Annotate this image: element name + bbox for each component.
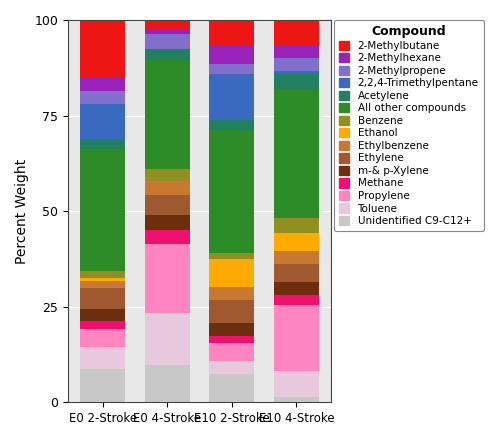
Bar: [274, 89, 319, 217]
Bar: [209, 287, 254, 300]
Bar: [80, 149, 126, 271]
Bar: [80, 347, 126, 369]
Bar: [209, 20, 254, 46]
Bar: [144, 230, 190, 244]
Bar: [144, 195, 190, 216]
Bar: [274, 371, 319, 397]
Bar: [144, 34, 190, 49]
Bar: [209, 374, 254, 402]
Bar: [274, 74, 319, 89]
Bar: [274, 294, 319, 305]
Bar: [274, 282, 319, 294]
Bar: [144, 216, 190, 230]
Bar: [209, 323, 254, 336]
Bar: [80, 278, 126, 281]
Bar: [209, 253, 254, 259]
Bar: [274, 397, 319, 402]
Bar: [144, 20, 190, 29]
Bar: [209, 343, 254, 361]
Bar: [144, 49, 190, 60]
Bar: [274, 71, 319, 74]
Bar: [80, 103, 126, 139]
Bar: [144, 181, 190, 195]
Bar: [144, 29, 190, 34]
Y-axis label: Percent Weight: Percent Weight: [15, 158, 29, 264]
Bar: [209, 120, 254, 130]
Bar: [209, 336, 254, 343]
Bar: [209, 361, 254, 374]
Bar: [209, 46, 254, 64]
Bar: [144, 60, 190, 169]
Bar: [80, 321, 126, 329]
Bar: [209, 130, 254, 253]
Bar: [80, 281, 126, 288]
Bar: [80, 271, 126, 278]
Bar: [209, 259, 254, 287]
Bar: [80, 78, 126, 91]
Bar: [80, 288, 126, 308]
Bar: [80, 139, 126, 149]
Bar: [274, 46, 319, 59]
Bar: [274, 251, 319, 264]
Bar: [144, 313, 190, 365]
Bar: [274, 217, 319, 233]
Bar: [274, 264, 319, 282]
Bar: [144, 244, 190, 313]
Bar: [274, 305, 319, 371]
Bar: [80, 369, 126, 402]
Bar: [80, 308, 126, 321]
Bar: [209, 300, 254, 323]
Bar: [274, 233, 319, 251]
Bar: [80, 20, 126, 78]
Bar: [80, 329, 126, 347]
Bar: [80, 91, 126, 103]
Bar: [274, 20, 319, 46]
Bar: [209, 74, 254, 120]
Bar: [209, 64, 254, 74]
Legend: 2-Methylbutane, 2-Methylhexane, 2-Methylpropene, 2,2,4-Trimethylpentane, Acetyle: 2-Methylbutane, 2-Methylhexane, 2-Methyl…: [334, 20, 484, 231]
Bar: [274, 59, 319, 71]
Bar: [144, 169, 190, 181]
Bar: [144, 365, 190, 402]
